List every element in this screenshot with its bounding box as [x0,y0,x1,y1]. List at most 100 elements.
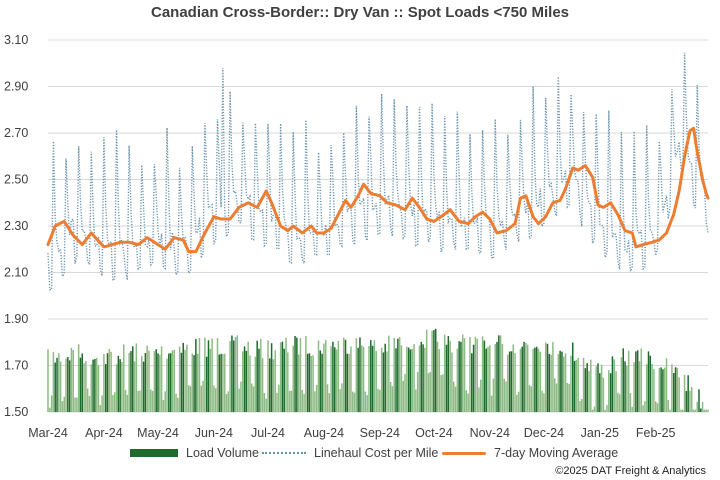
volume-bar [613,359,615,412]
volume-bar [469,336,471,412]
volume-bar [546,343,549,412]
volume-bar [352,391,354,412]
volume-bar [682,409,684,412]
volume-bar [480,379,482,412]
volume-bar [86,388,89,412]
volume-bar [310,356,313,412]
volume-bar [335,349,338,412]
volume-bar [160,346,163,412]
volume-bar [65,358,67,412]
volume-bar [642,405,644,412]
volume-bar [229,341,231,412]
volume-bar [186,344,188,412]
volume-bar [703,409,706,412]
volume-bar [117,355,120,412]
volume-bar [388,335,390,412]
volume-bar [516,394,518,412]
volume-bar [386,351,388,412]
volume-bar [604,409,606,412]
volume-bar [575,359,578,412]
volume-bar [391,386,394,412]
volume-bar [544,342,547,412]
volume-bar [626,365,628,412]
volume-bar [443,334,446,412]
volume-bar [281,341,284,412]
volume-bar [368,346,370,412]
volume-bar [400,345,403,412]
y-tick-label: 2.30 [4,219,28,233]
volume-bar [346,353,349,412]
volume-bar [308,353,311,412]
volume-bar [463,338,466,412]
volume-bar [249,355,251,412]
volume-bar [606,405,608,412]
volume-bar [665,358,668,412]
volume-bar [353,392,356,412]
volume-bar [164,391,166,412]
volume-bar [126,394,129,412]
legend-swatch-dotted [262,452,306,454]
volume-bar [418,345,421,412]
volume-bar [494,343,496,412]
volume-bar [296,337,298,412]
volume-bar [615,371,617,412]
volume-bar [608,370,610,412]
volume-bar [355,338,358,412]
volume-bar [198,337,201,412]
volume-bar [572,342,574,412]
volume-bar [440,375,442,412]
volume-bar [377,388,379,412]
x-tick-label: Oct-24 [415,426,453,440]
x-tick-label: Apr-24 [85,426,123,440]
volume-bar [240,381,242,412]
volume-bar [678,377,680,412]
volume-bar [238,388,240,412]
y-axis-ticks: 3.10 2.90 2.70 2.50 2.30 2.10 1.90 1.70 1.50 [4,33,28,419]
volume-bar [501,343,504,412]
volume-bar [499,335,502,412]
volume-bar [189,386,192,412]
volume-bar [213,385,215,412]
volume-bar [658,367,661,412]
volume-bar [113,392,116,412]
volume-bar [54,362,56,412]
volume-bar [496,341,498,412]
volume-bar [151,390,154,412]
volume-bar [647,351,650,412]
volume-bar [460,341,462,412]
volume-bar [636,350,639,412]
volume-bar [627,350,630,412]
legend-swatch-bar [130,449,178,457]
volume-bar [653,369,655,412]
volume-bar [599,373,601,412]
volume-bar [323,343,325,412]
volume-bar [579,400,581,412]
volume-bar [467,393,469,412]
volume-bar [301,389,304,412]
volume-bar [404,373,406,412]
volume-bar [694,409,697,412]
volume-bar [247,341,249,412]
volume-bar [517,391,520,412]
volume-bar [252,386,255,412]
legend-item-load-volume: Load Volume [130,446,259,460]
volume-bar [375,350,377,412]
volume-bar [672,373,675,412]
volume-bar [532,348,534,412]
volume-bar [462,334,464,412]
volume-bar [214,388,217,412]
volume-bar [274,350,276,412]
volume-bar [132,346,134,412]
volume-bar [566,382,569,412]
volume-bar [431,330,433,412]
volume-bar [600,364,603,412]
volume-bar [553,378,556,412]
volume-bar [562,356,565,412]
volume-bar [689,390,691,412]
volume-bar [595,366,597,412]
volume-bar [597,363,599,412]
volume-bar [121,361,123,412]
volume-bar [485,348,487,412]
volume-bar [155,349,157,412]
volume-bar [332,341,334,412]
